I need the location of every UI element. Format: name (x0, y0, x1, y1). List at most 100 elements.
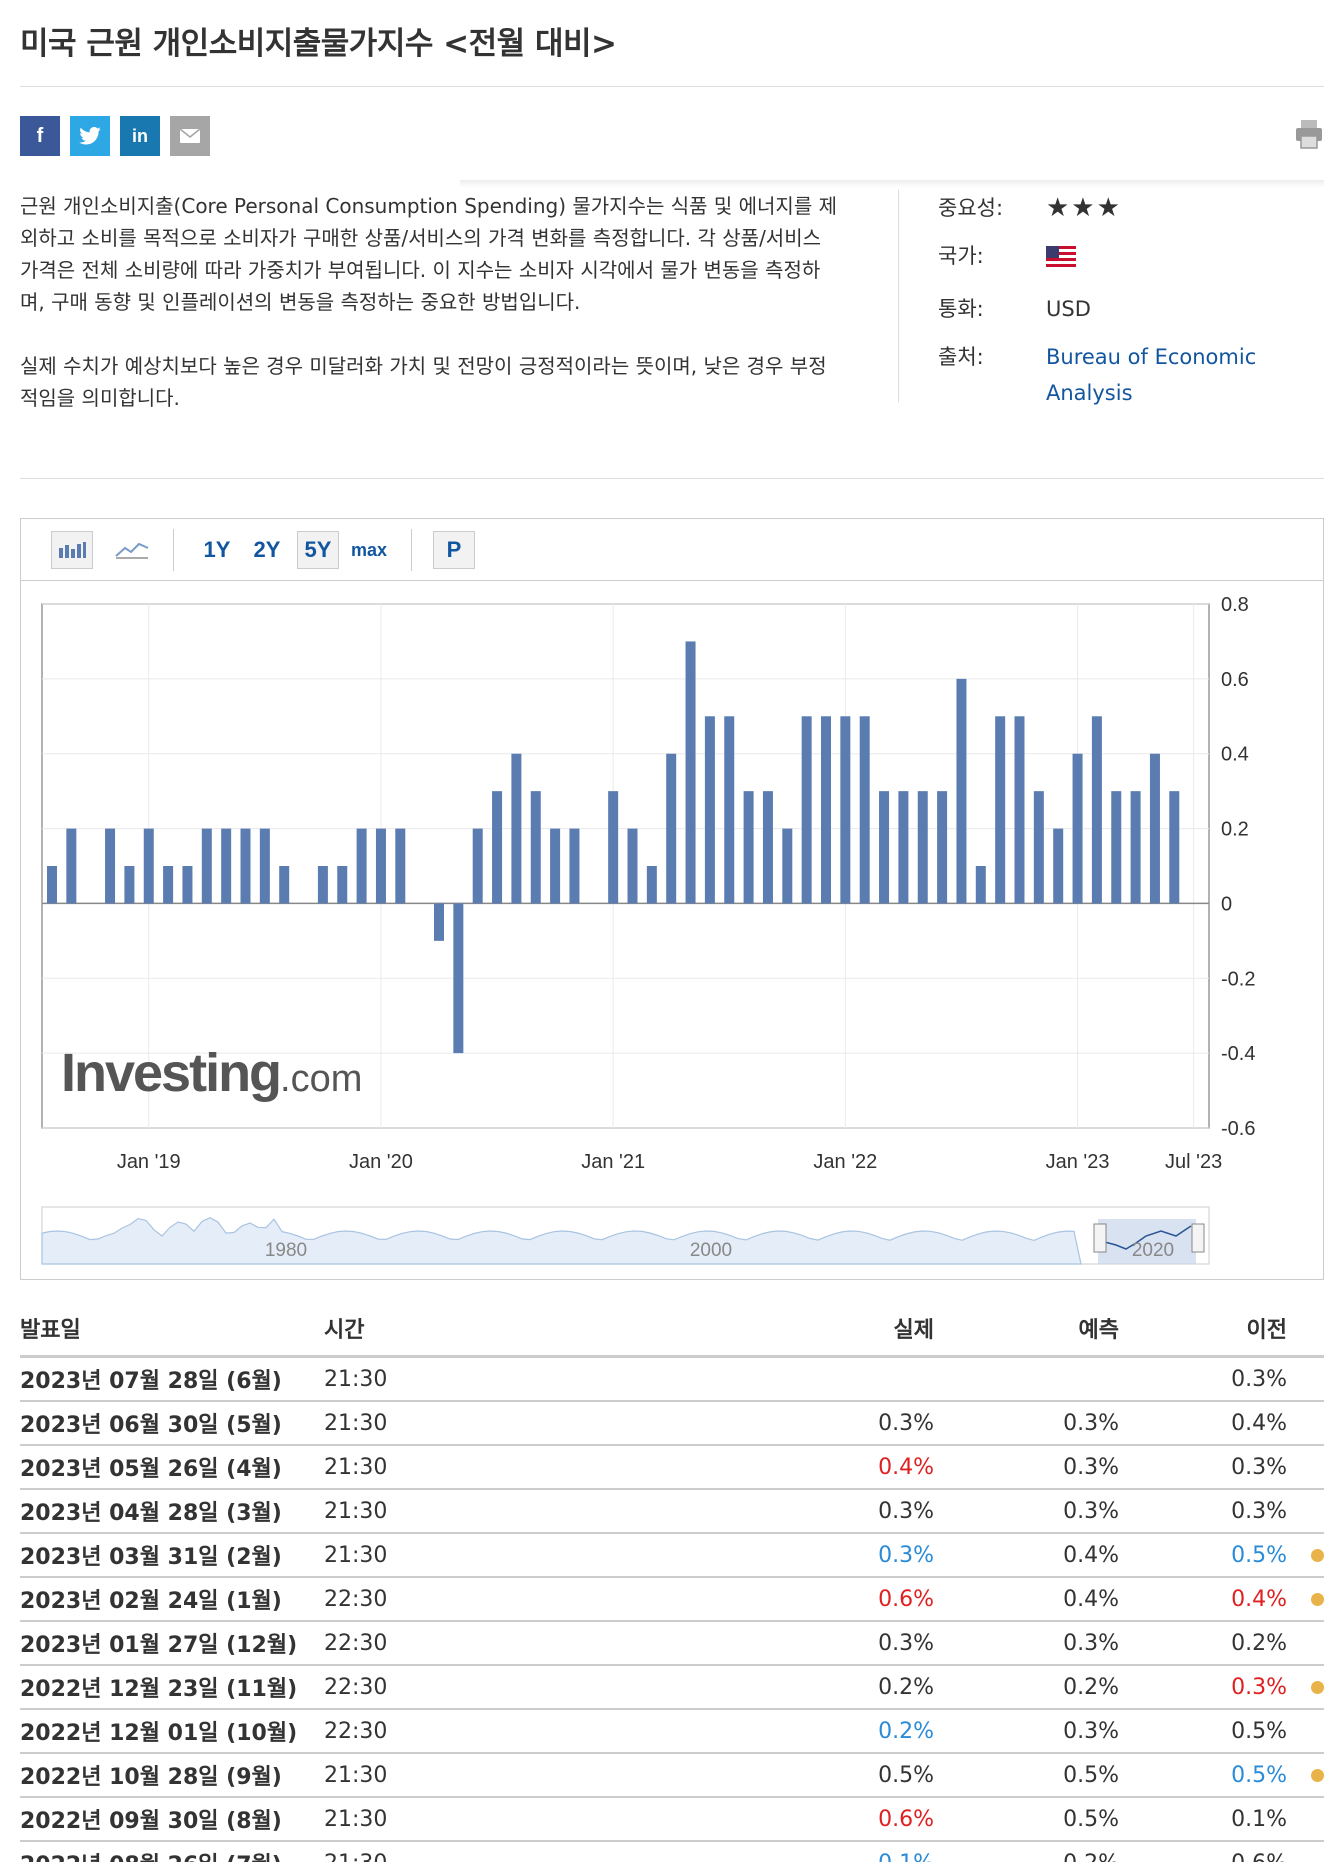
content-divider (20, 478, 1324, 479)
cell-previous: 0.4% (1231, 1410, 1287, 1436)
cell-time: 21:30 (324, 1454, 388, 1480)
cell-actual: 0.5% (878, 1762, 934, 1788)
x-tick-label: Jan '23 (1046, 1151, 1110, 1173)
y-tick-label: 0.4 (1221, 744, 1249, 766)
cell-previous: 0.3% (1231, 1366, 1287, 1392)
table-row: 2022년 12월 23일 (11월) 22:30 0.2% 0.2% 0.3% (20, 1666, 1324, 1710)
header-forecast[interactable]: 예측 (1078, 1317, 1119, 1343)
cell-date: 2023년 07월 28일 (6월) (20, 1369, 282, 1394)
line-chart-icon[interactable] (111, 531, 153, 569)
cell-previous: 0.5% (1231, 1718, 1287, 1744)
y-tick-label: 0 (1221, 893, 1232, 915)
bar (66, 828, 77, 904)
cell-date: 2023년 05월 26일 (4월) (20, 1457, 282, 1482)
revised-dot-icon[interactable] (1311, 1548, 1324, 1562)
cell-actual: 0.4% (878, 1454, 934, 1480)
range-5y-button[interactable]: 5Y (297, 531, 339, 569)
bar (608, 791, 619, 904)
navigator-label: 2020 (1132, 1240, 1174, 1261)
table-row: 2023년 02월 24일 (1월) 22:30 0.6% 0.4% 0.4% (20, 1578, 1324, 1622)
importance-label: 중요성: (938, 196, 1004, 220)
bar (105, 828, 116, 904)
bar-chart-icon[interactable] (51, 531, 93, 569)
cell-time: 21:30 (324, 1851, 864, 1862)
bar (453, 903, 464, 1054)
table-row: 2023년 07월 28일 (6월) 21:30 0.3% (20, 1358, 1324, 1402)
cell-forecast: 0.3% (1063, 1454, 1119, 1480)
cell-previous: 0.3% (1231, 1454, 1287, 1480)
header-actual[interactable]: 실제 (893, 1317, 934, 1343)
bar (201, 828, 212, 904)
cell-previous: 0.6% (1119, 1851, 1287, 1862)
cell-actual: 0.3% (878, 1498, 934, 1524)
cell-date: 2022년 08월 26일 (7월) (20, 1847, 324, 1862)
range-max-button[interactable]: max (350, 539, 388, 560)
navigator-selected-series (1100, 1225, 1192, 1250)
navigator-handle (1191, 1223, 1205, 1253)
bar (1091, 716, 1102, 904)
bar (375, 828, 386, 904)
y-tick-label: -0.2 (1221, 968, 1255, 990)
cell-time: 21:30 (324, 1762, 388, 1788)
x-tick-label: Jul '23 (1165, 1151, 1222, 1173)
bar (530, 791, 541, 904)
cell-date: 2023년 02월 24일 (1월) (20, 1589, 282, 1614)
bar (1111, 791, 1122, 904)
bar (182, 866, 193, 904)
bar (879, 791, 890, 904)
cell-actual: 0.2% (878, 1674, 934, 1700)
source-link[interactable]: Bureau of Economic Analysis (1046, 345, 1257, 405)
cell-actual: 0.6% (878, 1586, 934, 1612)
bar (472, 828, 483, 904)
navigator-label: 1980 (265, 1240, 307, 1261)
bar (143, 828, 154, 904)
history-table: 발표일 시간 실제 예측 이전 2023년 07월 28일 (6월) 21:30 0… (20, 1300, 1324, 1862)
table-row: 2023년 01월 27일 (12월) 22:30 0.3% 0.3% 0.2% (20, 1622, 1324, 1666)
facebook-icon[interactable]: f (20, 116, 60, 156)
currency-value: USD (1046, 297, 1091, 321)
cell-previous: 0.3% (1231, 1674, 1287, 1700)
cell-previous: 0.2% (1231, 1630, 1287, 1656)
cell-date: 2023년 03월 31일 (2월) (20, 1545, 282, 1570)
range-1y-button[interactable]: 1Y (203, 537, 231, 562)
y-tick-label: 0.8 (1221, 594, 1249, 616)
header-date[interactable]: 발표일 (20, 1317, 81, 1343)
linkedin-icon[interactable]: in (120, 116, 160, 156)
navigator-handle (1093, 1223, 1107, 1253)
cell-actual: 0.3% (878, 1410, 934, 1436)
bar (840, 716, 851, 904)
description-paragraph-2: 실제 수치가 예상치보다 높은 경우 미달러화 가치 및 전망이 긍정적이라는 … (20, 354, 827, 410)
y-tick-label: -0.4 (1221, 1043, 1255, 1065)
meta-divider (898, 190, 899, 402)
cell-time: 21:30 (324, 1806, 388, 1832)
revised-dot-icon[interactable] (1311, 1592, 1324, 1606)
bar (1169, 791, 1180, 904)
cell-time: 21:30 (324, 1410, 388, 1436)
description-paragraph-1: 근원 개인소비지출(Core Personal Consumption Spen… (20, 194, 837, 314)
cell-forecast: 0.3% (1063, 1718, 1119, 1744)
bar (337, 866, 348, 904)
revised-dot-icon[interactable] (1311, 1768, 1324, 1782)
bar (511, 753, 522, 904)
bar (1130, 791, 1141, 904)
table-row: 2023년 06월 30일 (5월) 21:30 0.3% 0.3% 0.4% (20, 1402, 1324, 1446)
print-icon[interactable] (1294, 118, 1324, 150)
range-2y-button[interactable]: 2Y (253, 537, 281, 562)
p-button[interactable]: P (433, 531, 475, 569)
header-previous[interactable]: 이전 (1246, 1317, 1287, 1343)
bar (279, 866, 290, 904)
cell-time: 21:30 (324, 1498, 388, 1524)
header-time[interactable]: 시간 (324, 1317, 365, 1343)
bar (627, 828, 638, 904)
revised-dot-icon[interactable] (1311, 1680, 1324, 1694)
bar-chart: Jan '19 Jan '20 Jan '21 Jan '22 Jan '23 Jul '… (41, 594, 1255, 1265)
x-tick-label: Jan '19 (117, 1151, 181, 1173)
chart-toolbar: 1Y 2Y 5Y max P (21, 519, 1323, 581)
cell-date: 2023년 04월 28일 (3월) (20, 1501, 282, 1526)
cell-previous: 0.5% (1231, 1762, 1287, 1788)
source-label: 출처: (938, 345, 984, 369)
cell-actual: 0.1% (864, 1851, 934, 1862)
shadow-divider (460, 180, 1324, 188)
email-icon[interactable] (170, 116, 210, 156)
twitter-icon[interactable] (70, 116, 110, 156)
